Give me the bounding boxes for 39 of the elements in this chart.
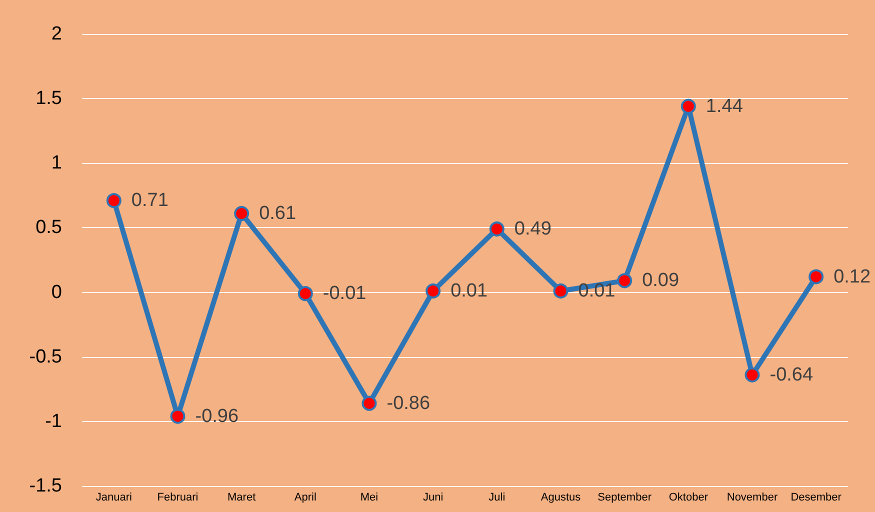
point xyxy=(553,283,568,298)
point xyxy=(362,396,377,411)
y-tick-label: 2 xyxy=(51,24,62,44)
data-label: 0.71 xyxy=(131,190,168,212)
data-label: -0.86 xyxy=(386,392,430,414)
x-tick-label: Maret xyxy=(228,492,256,504)
point xyxy=(106,193,122,208)
point xyxy=(489,222,504,236)
point xyxy=(298,286,313,302)
point xyxy=(808,269,824,284)
x-tick-label: Agustus xyxy=(540,492,582,504)
x-tick-label: April xyxy=(294,492,316,504)
x-tick-label: Februari xyxy=(157,492,198,504)
y-tick-label: 1 xyxy=(51,152,62,174)
point xyxy=(426,283,441,298)
x-tick-label: Mei xyxy=(360,492,378,504)
x-tick-label: Juni xyxy=(422,492,444,504)
point xyxy=(680,98,696,114)
data-label: 0.61 xyxy=(259,203,296,224)
y-tick-label: 0 xyxy=(51,282,62,303)
y-tick-label: -1.5 xyxy=(29,476,62,496)
data-label: 1.44 xyxy=(706,96,744,117)
x-tick-label: Desember xyxy=(790,492,842,504)
y-tick-label: 1.5 xyxy=(36,88,62,110)
y-tick-label: -1 xyxy=(45,410,62,432)
x-tick-label: Juli xyxy=(488,492,506,504)
data-label: 0.12 xyxy=(834,266,871,288)
x-tick-label: Oktober xyxy=(668,492,708,504)
data-label: 0.09 xyxy=(642,270,680,292)
point xyxy=(170,408,186,424)
point xyxy=(744,367,760,382)
y-tick-label: -0.5 xyxy=(29,346,62,368)
x-tick-label: November xyxy=(726,492,778,504)
point xyxy=(234,206,250,222)
y-tick-label: 0.5 xyxy=(36,217,62,238)
data-label: -0.64 xyxy=(770,364,814,386)
x-tick-label: Januari xyxy=(96,492,132,504)
point xyxy=(617,273,632,288)
x-tick-label: September xyxy=(598,492,652,504)
